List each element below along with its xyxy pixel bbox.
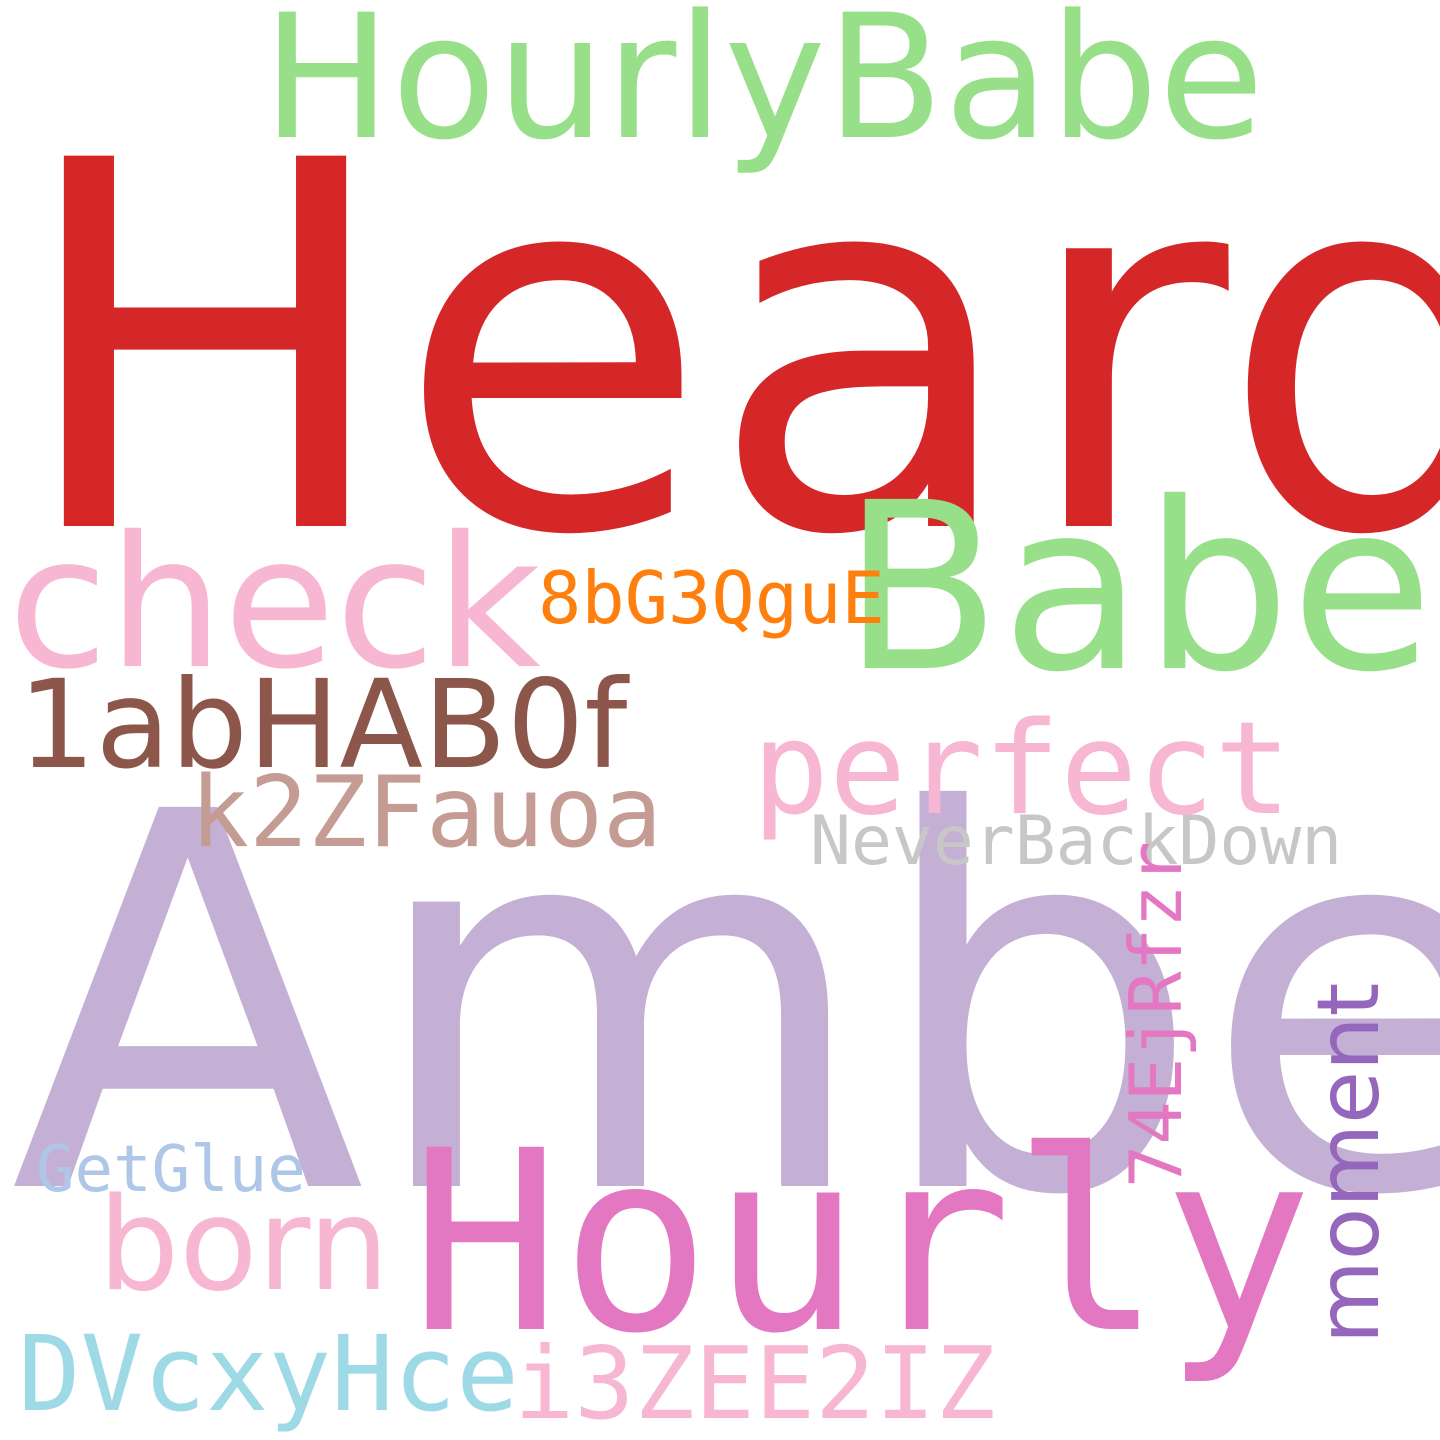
word-i3zee2iz: i3ZEE2IZ <box>514 1325 996 1440</box>
word-hourlybabe: HourlyBabe <box>262 0 1265 178</box>
word-babe: Babe <box>842 453 1434 723</box>
word-neverbackdown: NeverBackDown <box>810 802 1343 881</box>
word-1abhab0f: 1abHAB0f <box>18 654 628 796</box>
word-perfect: perfect <box>752 695 1292 844</box>
word-moment: moment <box>1299 982 1399 1344</box>
word-dvcxyhce: DVcxyHce <box>18 1313 519 1435</box>
word-getglue: GetGlue <box>36 1133 306 1207</box>
word-check: check <box>8 497 541 709</box>
word-hourly: Hourly <box>410 1097 1314 1388</box>
word-k2zfauoa: k2ZFauoa <box>190 756 663 870</box>
word-heard: Heard <box>14 54 1440 646</box>
word-amber: Amber <box>10 703 1440 1309</box>
word-born: born <box>98 1171 390 1320</box>
word-8bg3qgue: 8bG3QguE <box>538 556 885 640</box>
